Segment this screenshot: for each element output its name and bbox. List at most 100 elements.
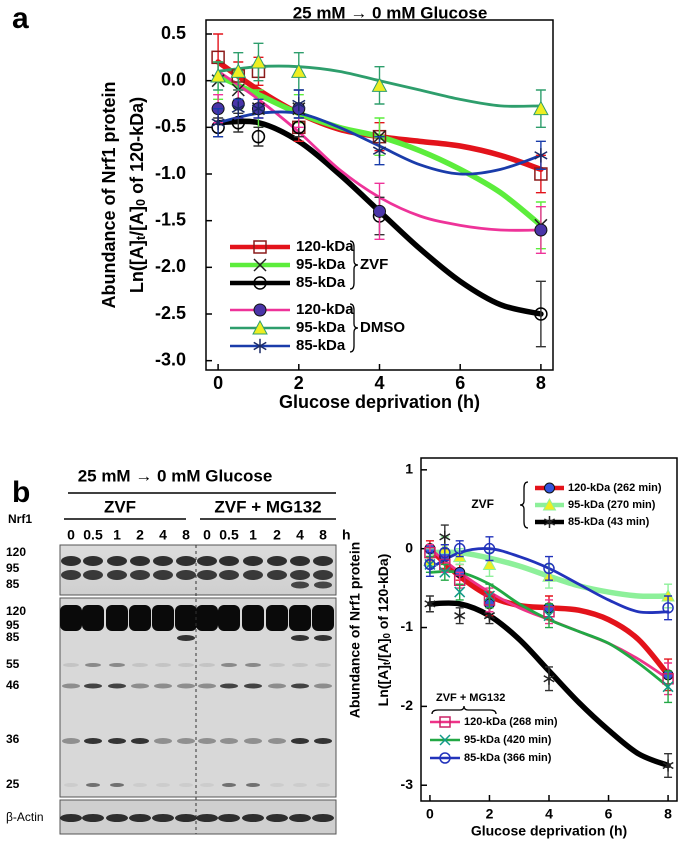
- band: [313, 570, 333, 580]
- band: [220, 683, 238, 689]
- band: [110, 783, 124, 787]
- error-bar: [425, 551, 434, 577]
- band: [131, 683, 149, 689]
- data-point: [483, 590, 495, 602]
- band: [132, 663, 148, 667]
- marker-part: [290, 63, 307, 78]
- data-point: [662, 759, 674, 772]
- legend-marker: [544, 482, 555, 494]
- legend-group-label: ZVF: [360, 256, 388, 273]
- legend-group-label: DMSO: [360, 319, 405, 336]
- band: [177, 635, 195, 641]
- band: [269, 663, 285, 667]
- band: [153, 570, 173, 580]
- band: [200, 783, 214, 787]
- data-point: [211, 115, 225, 130]
- band: [156, 783, 170, 787]
- band: [129, 814, 151, 822]
- marker-part: [662, 761, 674, 770]
- marker-part: [211, 118, 225, 127]
- blot-actin-label: β-Actin: [6, 810, 44, 824]
- data-point: [543, 610, 555, 622]
- x-tick-label: 4: [374, 373, 384, 393]
- y-tick-label: 1: [405, 461, 413, 477]
- band: [290, 570, 310, 580]
- band: [220, 738, 238, 744]
- band: [312, 814, 334, 822]
- blot-lane-label: 8: [182, 527, 190, 543]
- x-tick-label: 0: [426, 806, 434, 822]
- data-point: [439, 546, 451, 559]
- y-axis-label: Abundance of Nrf1 protein: [347, 542, 363, 719]
- data-point: [439, 566, 451, 578]
- marker-part: [292, 99, 306, 109]
- legend-marker: [439, 734, 451, 746]
- blot-panel-top: [59, 544, 337, 596]
- band: [270, 783, 284, 787]
- marker-part: [439, 546, 451, 559]
- marker-part: [371, 77, 388, 92]
- band: [315, 663, 331, 667]
- marker-part: [534, 307, 548, 321]
- band: [107, 556, 127, 566]
- band: [154, 738, 172, 744]
- y-axis-label-part: 0: [134, 199, 148, 206]
- marker-part: [662, 602, 674, 614]
- band: [108, 683, 126, 689]
- x-axis-label: Glucose deprivation (h): [279, 392, 480, 412]
- marker-part: [439, 566, 451, 578]
- marker-part: [230, 63, 247, 78]
- marker-part: [253, 303, 267, 317]
- marker-part: [372, 146, 387, 155]
- legend-label: 85-kDa (43 min): [568, 516, 650, 528]
- band: [64, 783, 78, 787]
- marker-part: [454, 612, 466, 620]
- band: [176, 556, 196, 566]
- legend-label: 120-kDa (262 min): [568, 482, 662, 494]
- mw-label: 55: [6, 657, 20, 671]
- legend-marker: [252, 319, 268, 335]
- band: [221, 663, 237, 667]
- legend-label: 120-kDa (268 min): [464, 716, 558, 728]
- data-point: [230, 63, 247, 78]
- band: [198, 683, 216, 689]
- band: [152, 605, 174, 631]
- blot-lane-label: 1: [249, 527, 257, 543]
- y-axis-label-part: of 120-kDa): [127, 97, 147, 199]
- data-point: [251, 129, 266, 144]
- band: [178, 663, 194, 667]
- data-point: [533, 100, 549, 116]
- band: [246, 783, 260, 787]
- x-tick-label: 2: [486, 806, 494, 822]
- band: [82, 605, 104, 631]
- error-bar: [535, 280, 546, 348]
- x-tick-label: 8: [536, 373, 546, 393]
- marker-part: [453, 542, 466, 555]
- band: [129, 605, 151, 631]
- band: [154, 683, 172, 689]
- data-point: [483, 542, 496, 555]
- band: [153, 556, 173, 566]
- y-axis-label-part: t: [382, 661, 393, 665]
- mw-label: 85: [6, 577, 20, 591]
- marker-part: [533, 100, 549, 116]
- band: [82, 814, 104, 822]
- data-point: [371, 77, 388, 92]
- error-bar: [485, 536, 494, 562]
- legend-label: 85-kDa (366 min): [464, 752, 552, 764]
- blot-group-label: ZVF + MG132: [214, 497, 321, 516]
- error-bar: [664, 595, 673, 621]
- y-tick-label: 0: [405, 539, 413, 555]
- band: [291, 581, 309, 589]
- band: [244, 738, 262, 744]
- band: [60, 605, 82, 631]
- band: [219, 570, 239, 580]
- band: [243, 570, 263, 580]
- band: [267, 570, 287, 580]
- marker-part: [483, 590, 495, 602]
- legend-marker: [253, 338, 267, 354]
- legend-brace: [431, 705, 497, 715]
- band: [242, 605, 264, 631]
- mw-label: 85: [6, 630, 20, 644]
- legend-group-label: ZVF: [471, 497, 494, 511]
